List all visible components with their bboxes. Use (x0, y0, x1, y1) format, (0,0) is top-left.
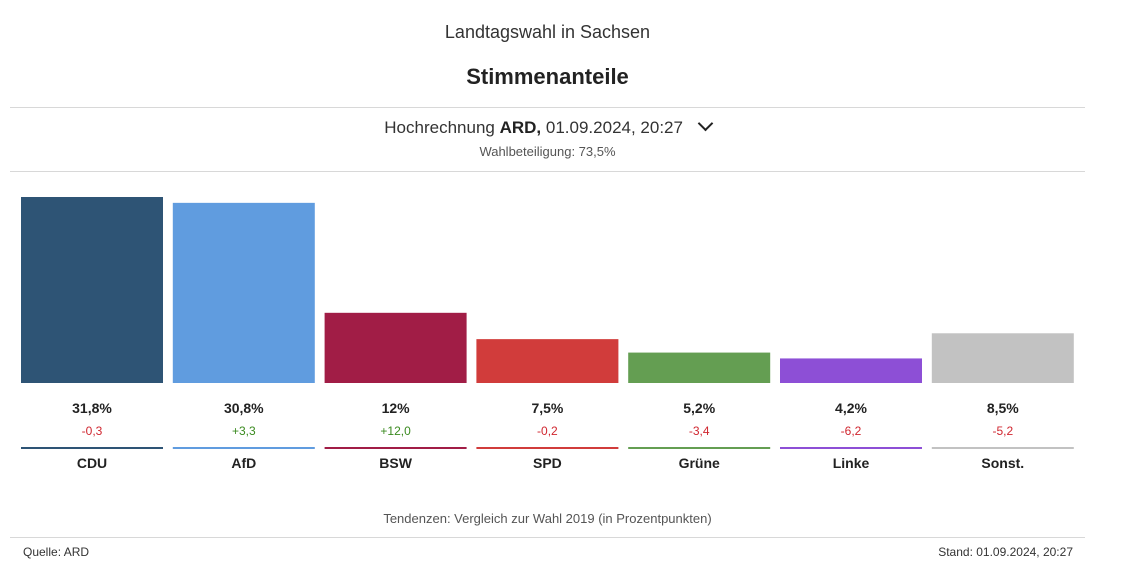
value-label-4: 5,2% (683, 400, 715, 416)
projection-selector[interactable]: Hochrechnung ARD, 01.09.2024, 20:27 (10, 115, 1085, 138)
divider-footer (10, 537, 1085, 538)
change-label-5: -6,2 (841, 424, 862, 438)
change-label-6: -5,2 (992, 424, 1013, 438)
chart-title: Stimmenanteile (466, 64, 629, 89)
bar-1 (172, 202, 315, 383)
stand-label: Stand: 01.09.2024, 20:27 (938, 545, 1073, 559)
bar-5 (780, 358, 922, 383)
party-underline-4 (628, 447, 771, 449)
super-title: Landtagswahl in Sachsen (444, 22, 651, 42)
bar-3 (476, 339, 619, 383)
projection-prefix: Hochrechnung (384, 118, 495, 137)
value-label-5: 4,2% (835, 400, 867, 416)
bar-2 (324, 312, 467, 383)
party-underline-6 (931, 447, 1074, 449)
category-label-6: Sonst. (981, 455, 1024, 471)
change-label-0: -0,3 (82, 424, 103, 438)
source-label: Quelle: ARD (23, 545, 90, 559)
projection-source: ARD, (499, 118, 542, 137)
party-underline-3 (476, 447, 619, 449)
category-label-2: BSW (379, 455, 412, 471)
projection-datetime: 01.09.2024, 20:27 (545, 118, 683, 137)
party-underline-5 (780, 447, 922, 449)
category-label-3: SPD (533, 455, 562, 471)
change-label-3: -0,2 (537, 424, 558, 438)
divider-bottom (10, 171, 1085, 172)
category-label-5: Linke (833, 455, 870, 471)
party-underline-1 (172, 447, 315, 449)
category-label-0: CDU (77, 455, 107, 471)
bar-chart: 31,8% -0,3 CDU 30,8% +3,3 AfD 12% +12,0 BSW 7,5% -… (21, 197, 1074, 471)
change-label-2: +12,0 (380, 424, 411, 438)
bar-0 (21, 197, 163, 383)
comparison-note: Tendenzen: Vergleich zur Wahl 2019 (in P… (383, 511, 712, 526)
chevron-down-icon[interactable] (697, 115, 713, 132)
party-underline-2 (324, 447, 467, 449)
value-label-2: 12% (382, 400, 411, 416)
value-label-1: 30,8% (224, 400, 264, 416)
change-label-1: +3,3 (232, 424, 256, 438)
bar-6 (931, 333, 1074, 383)
value-label-3: 7,5% (531, 400, 563, 416)
bar-4 (628, 352, 771, 383)
value-label-6: 8,5% (987, 400, 1019, 416)
category-label-4: Grüne (679, 455, 720, 471)
turnout-text: Wahlbeteiligung: 73,5% (479, 144, 616, 159)
divider-top (10, 107, 1085, 108)
election-widget: Landtagswahl in Sachsen Stimmenanteile H… (10, 0, 1085, 586)
category-label-1: AfD (231, 455, 256, 471)
change-label-4: -3,4 (689, 424, 710, 438)
value-label-0: 31,8% (72, 400, 112, 416)
party-underline-0 (21, 447, 163, 449)
